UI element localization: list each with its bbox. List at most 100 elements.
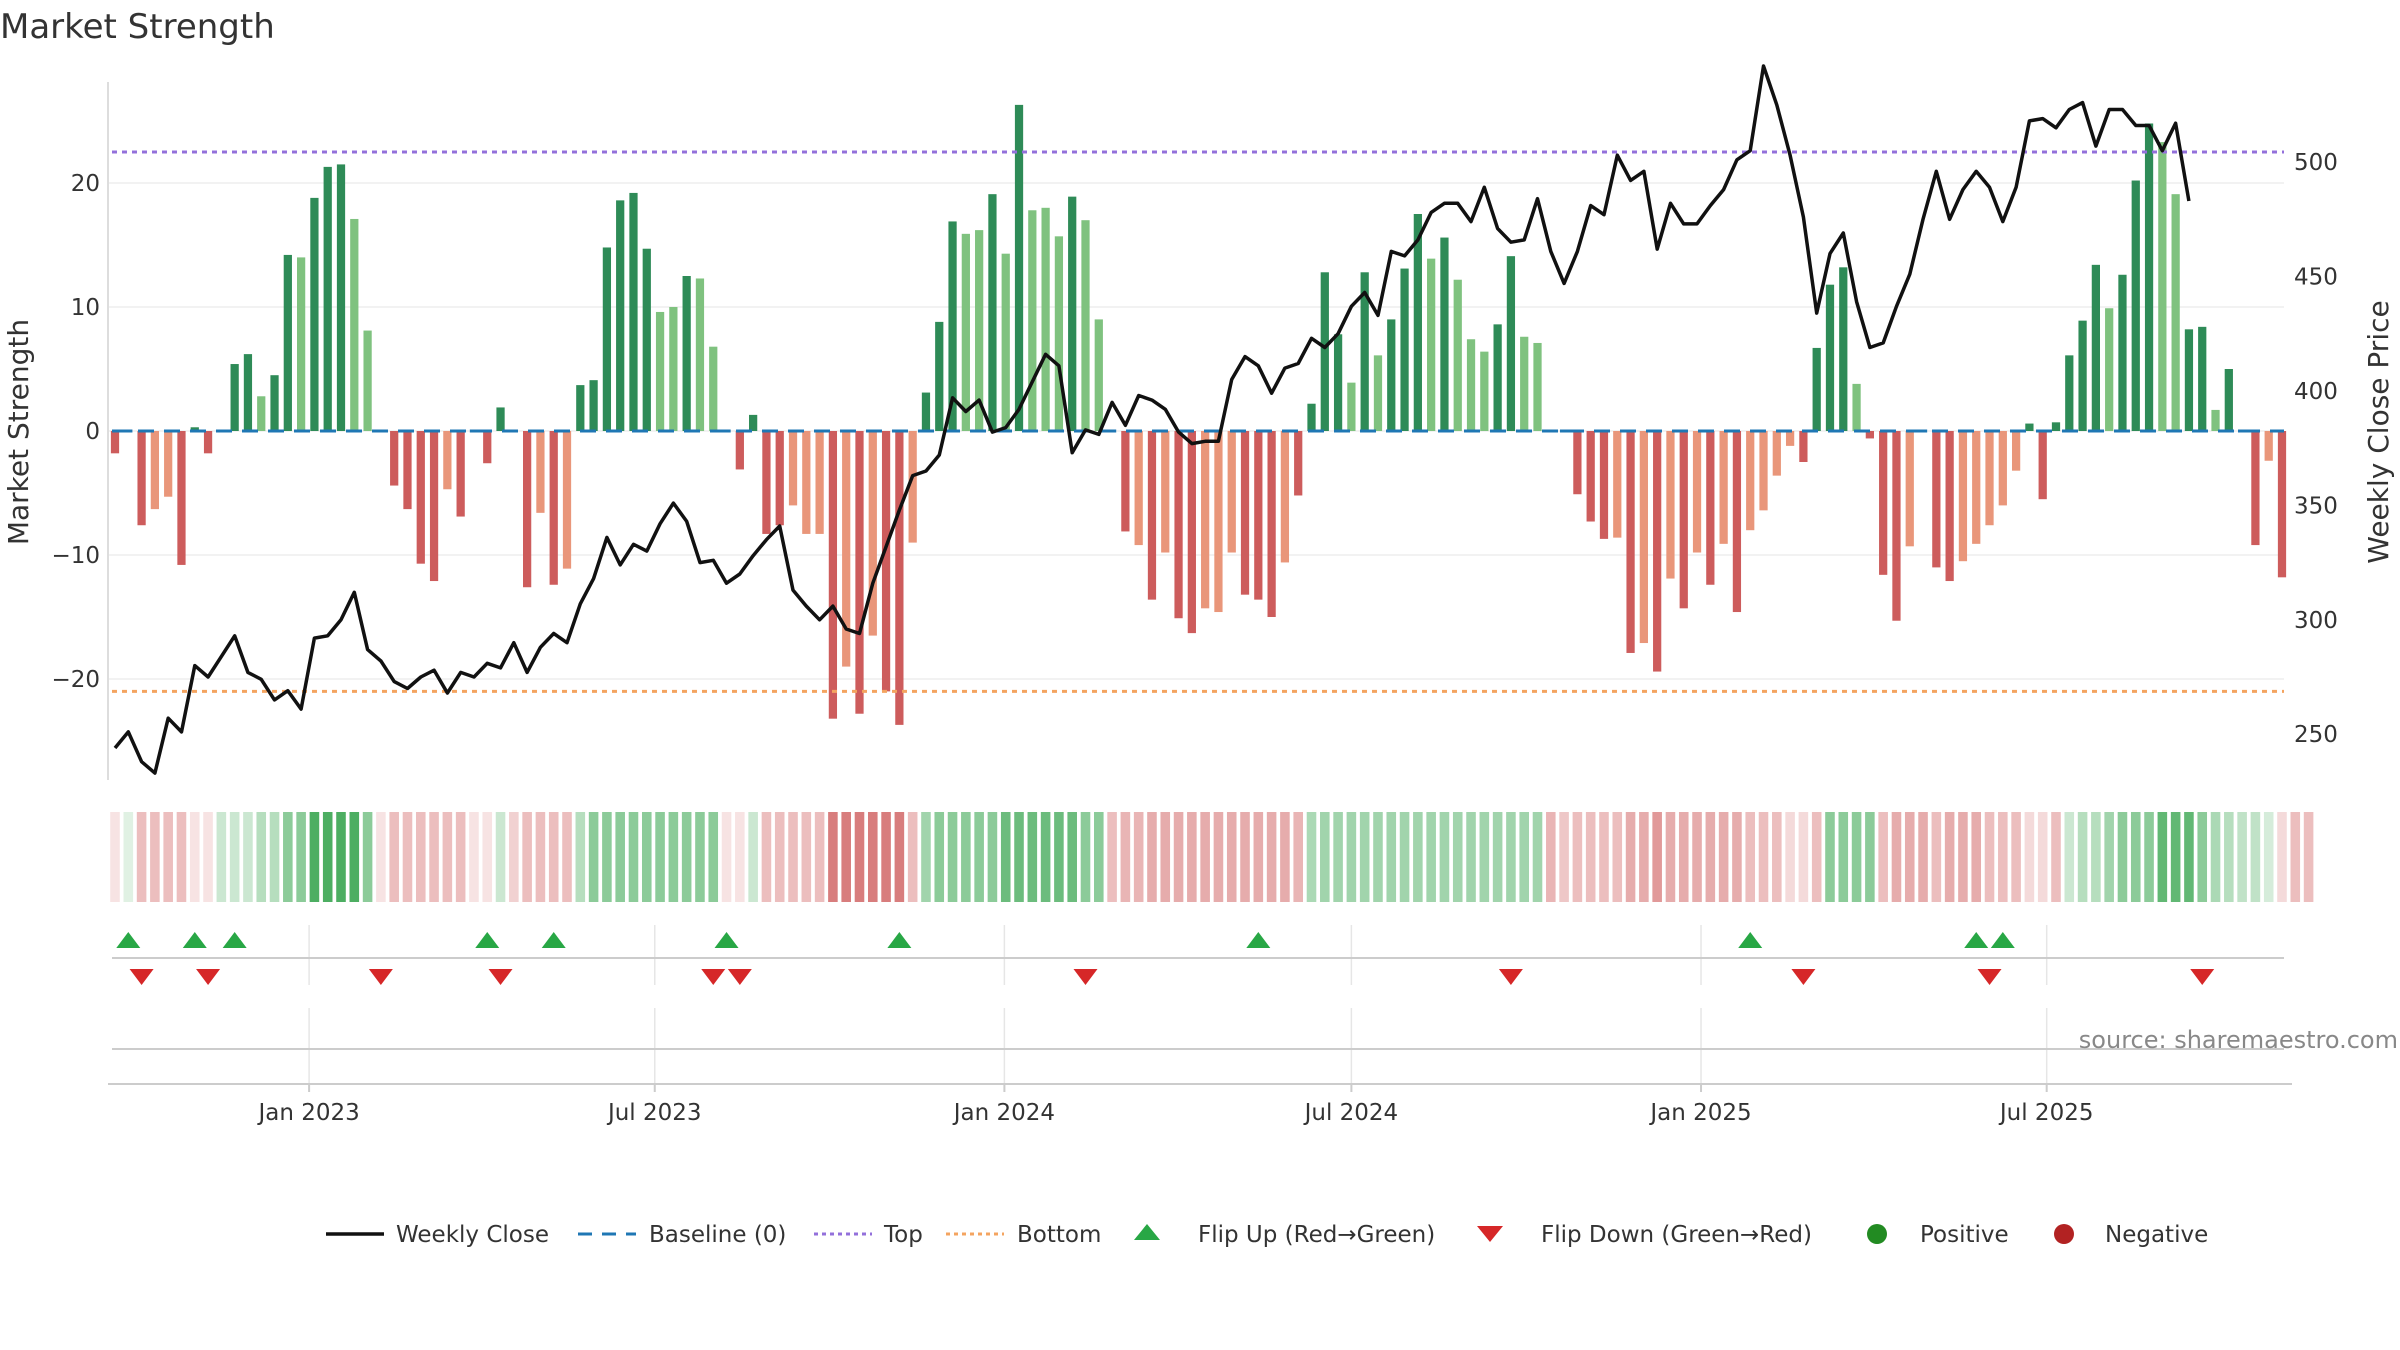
heat-cell	[1014, 812, 1024, 902]
heat-cell	[1904, 812, 1915, 902]
strength-bar	[496, 407, 505, 431]
heat-cell	[296, 812, 306, 902]
strength-bar	[1852, 383, 1861, 431]
x-tick-label: Jan 2023	[256, 1100, 359, 1126]
strength-bar	[1799, 431, 1808, 462]
heat-cell	[482, 812, 493, 902]
strength-bar	[1294, 431, 1303, 496]
heat-cell	[1253, 812, 1264, 902]
heat-cell	[841, 812, 851, 902]
heat-cell	[2064, 812, 2075, 902]
strength-bar	[1360, 272, 1369, 431]
heat-cell	[1306, 812, 1317, 902]
heat-cell	[2237, 812, 2247, 902]
strength-bar	[403, 431, 412, 510]
strength-bar	[523, 431, 532, 588]
strength-bar	[1267, 431, 1276, 617]
strength-bar	[2038, 431, 2047, 500]
strength-bar	[815, 431, 824, 534]
strength-bar	[695, 278, 705, 431]
strength-bar	[682, 276, 691, 431]
heat-cell	[1958, 812, 1968, 902]
strength-bar	[1706, 431, 1715, 585]
right-tick-label: 250	[2294, 722, 2338, 748]
strength-bar	[1905, 431, 1914, 547]
strength-bar	[1480, 351, 1489, 431]
heat-cell	[921, 812, 931, 902]
strength-bar	[669, 307, 678, 431]
strength-bar	[1825, 284, 1835, 431]
strength-bar	[1427, 258, 1436, 431]
strength-bar	[828, 431, 838, 719]
heat-cell	[1785, 812, 1795, 902]
heat-cell	[1160, 812, 1171, 902]
strength-bar	[1932, 431, 1941, 568]
strength-bar	[1666, 431, 1675, 579]
strength-bar	[1333, 334, 1343, 431]
legend-positive-dot	[1867, 1224, 1887, 1244]
heat-cell	[575, 812, 586, 902]
heat-cell	[907, 812, 918, 902]
heat-cell	[495, 812, 506, 902]
grid-lines	[108, 182, 2284, 1084]
heat-cell	[867, 812, 878, 902]
flip-up-marker	[1964, 932, 1989, 948]
strength-bar	[629, 192, 638, 431]
strength-bar	[709, 346, 718, 431]
strength-bar	[2184, 329, 2194, 431]
x-tick-label: Jul 2024	[1303, 1100, 1399, 1126]
strength-bar	[1001, 253, 1010, 431]
strength-bar	[257, 396, 266, 431]
strength-bar	[1373, 355, 1383, 431]
flip-down-marker	[129, 969, 154, 985]
flip-up-marker	[1738, 932, 1763, 948]
heat-cell	[1891, 812, 1902, 902]
flip-up-marker	[116, 932, 141, 948]
strength-bar	[2171, 194, 2180, 431]
strength-bar	[323, 166, 332, 431]
strength-bar	[110, 431, 120, 454]
heat-cell	[695, 812, 705, 902]
flip-down-marker	[196, 969, 221, 985]
heat-cell	[442, 812, 453, 902]
strength-bar	[1187, 431, 1196, 634]
heat-cell	[788, 812, 798, 902]
flip-up-marker	[1990, 932, 2015, 948]
heat-cell	[1240, 812, 1250, 902]
heat-cell	[548, 812, 559, 902]
right-tick-label: 500	[2294, 150, 2338, 176]
strength-bar	[2158, 142, 2167, 431]
strength-bar	[137, 431, 146, 526]
legend-flip-up-label: Flip Up (Red→Green)	[1198, 1222, 1435, 1248]
strength-bar	[1865, 431, 1874, 439]
heat-cell	[2303, 812, 2314, 902]
strength-bar	[1759, 431, 1768, 511]
strength-bar-zero	[1918, 429, 1928, 433]
heat-cell	[2263, 812, 2274, 902]
heat-cell	[735, 812, 745, 902]
heat-cell	[1811, 812, 1822, 902]
strength-bar	[1772, 431, 1781, 476]
strength-bar	[762, 431, 771, 534]
heat-cell	[2224, 812, 2234, 902]
heat-cell	[1107, 812, 1117, 902]
strength-bar	[855, 431, 864, 714]
heat-cell	[1851, 812, 1862, 902]
strength-bar	[2065, 355, 2074, 431]
heat-cell	[336, 812, 346, 902]
heat-cell	[801, 812, 812, 902]
heat-cell	[1027, 812, 1038, 902]
strength-bar	[230, 364, 239, 431]
strength-bar	[336, 164, 346, 431]
heat-cell	[562, 812, 572, 902]
strength-bar	[1520, 336, 1529, 431]
strength-bar	[1254, 431, 1263, 600]
strength-bar	[1147, 431, 1157, 600]
strength-bar	[416, 431, 425, 564]
heat-cell	[1080, 812, 1091, 902]
right-tick-label: 400	[2294, 379, 2338, 405]
heat-cell	[1000, 812, 1011, 902]
strength-bar	[1054, 236, 1064, 431]
heat-cell	[1692, 812, 1702, 902]
heat-cell	[1333, 812, 1343, 902]
